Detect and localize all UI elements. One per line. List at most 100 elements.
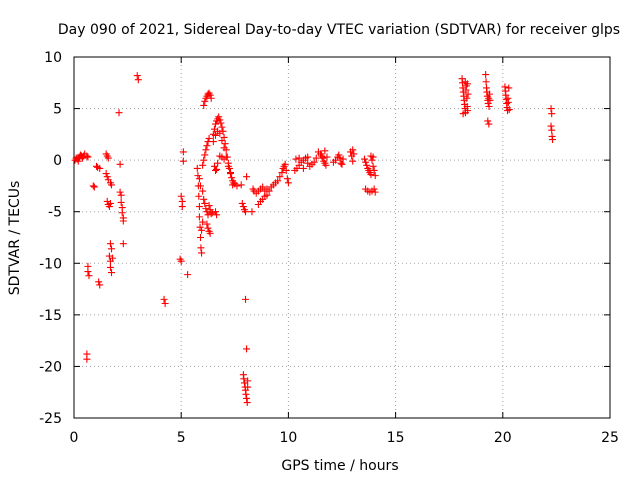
data-point <box>203 220 211 228</box>
grid-lines <box>74 57 610 418</box>
data-point <box>243 345 251 353</box>
data-point <box>204 211 212 219</box>
data-point <box>312 154 320 162</box>
y-tick-label: 10 <box>44 50 62 66</box>
data-point <box>237 181 245 189</box>
data-point <box>323 153 331 161</box>
x-axis-label: GPS time / hours <box>281 458 398 474</box>
data-point <box>276 173 284 181</box>
data-point <box>459 110 467 118</box>
data-point <box>161 300 169 308</box>
data-point <box>548 126 556 134</box>
data-point <box>484 117 492 125</box>
data-point <box>199 187 207 195</box>
data-point <box>118 209 126 217</box>
data-point <box>218 123 226 131</box>
data-point <box>74 157 82 165</box>
data-point <box>109 254 117 262</box>
data-point <box>464 90 472 98</box>
data-point <box>304 153 312 161</box>
x-tick-label: 0 <box>70 430 79 446</box>
data-point <box>278 169 286 177</box>
data-point <box>199 161 207 169</box>
data-point <box>485 120 493 128</box>
plot-frame <box>73 56 611 419</box>
data-point <box>200 156 208 164</box>
x-tick-label: 5 <box>177 430 186 446</box>
data-point <box>349 157 357 165</box>
data-point <box>242 295 250 303</box>
data-point <box>369 153 377 161</box>
data-point <box>198 249 206 257</box>
data-point <box>238 199 246 207</box>
data-point <box>108 269 116 277</box>
data-point <box>221 140 229 148</box>
data-point <box>212 208 220 216</box>
data-point <box>548 110 556 118</box>
data-point <box>203 142 211 150</box>
data-point <box>134 76 142 84</box>
data-point <box>195 213 203 221</box>
data-point <box>212 166 220 174</box>
data-point <box>117 198 125 206</box>
data-point <box>248 208 256 216</box>
data-point <box>224 162 232 170</box>
data-point <box>281 160 289 168</box>
data-point <box>244 383 252 391</box>
data-point <box>482 71 490 79</box>
data-point <box>486 90 494 98</box>
data-point <box>321 147 329 155</box>
data-point <box>370 185 378 193</box>
data-point <box>349 146 357 154</box>
data-point <box>319 154 327 162</box>
data-point <box>207 94 215 102</box>
data-point <box>505 84 513 92</box>
data-point <box>195 203 203 211</box>
y-tick-label: 5 <box>53 102 62 118</box>
data-point <box>119 217 127 225</box>
data-point <box>105 203 113 211</box>
data-point <box>215 113 223 121</box>
data-point <box>369 162 377 170</box>
data-point <box>102 170 110 178</box>
data-point <box>463 94 471 102</box>
data-point <box>336 154 344 162</box>
data-point <box>259 183 267 191</box>
data-point <box>108 181 116 189</box>
data-point <box>108 245 116 253</box>
data-point <box>335 151 343 159</box>
data-point <box>485 103 493 111</box>
data-point <box>274 177 282 185</box>
data-point <box>116 188 124 196</box>
data-point <box>212 120 220 128</box>
data-point <box>242 208 250 216</box>
data-point <box>482 78 490 86</box>
data-point <box>367 171 375 179</box>
data-point <box>103 173 111 181</box>
data-point <box>216 129 224 137</box>
data-point <box>207 210 215 218</box>
data-point <box>350 150 358 158</box>
data-point <box>362 158 370 166</box>
chart-title: Day 090 of 2021, Sidereal Day-to-day VTE… <box>58 22 620 38</box>
data-point <box>284 179 292 187</box>
data-point <box>220 144 228 152</box>
y-tick-label: -5 <box>48 205 62 221</box>
data-point <box>200 101 208 109</box>
y-tick-label: -10 <box>39 256 62 272</box>
data-point <box>339 155 347 163</box>
data-point <box>177 192 185 200</box>
y-axis-label: SDTVAR / TECUs <box>7 181 23 296</box>
data-point <box>549 136 557 144</box>
data-point <box>244 377 252 385</box>
data-point <box>199 218 207 226</box>
data-point <box>89 182 97 190</box>
y-tick-label: -20 <box>39 359 62 375</box>
data-point <box>177 257 185 265</box>
y-tick-label: -15 <box>39 308 62 324</box>
data-point <box>106 263 114 271</box>
data-point <box>194 172 202 180</box>
x-tick-label: 25 <box>601 430 619 446</box>
data-point <box>263 191 271 199</box>
data-point <box>208 209 216 217</box>
